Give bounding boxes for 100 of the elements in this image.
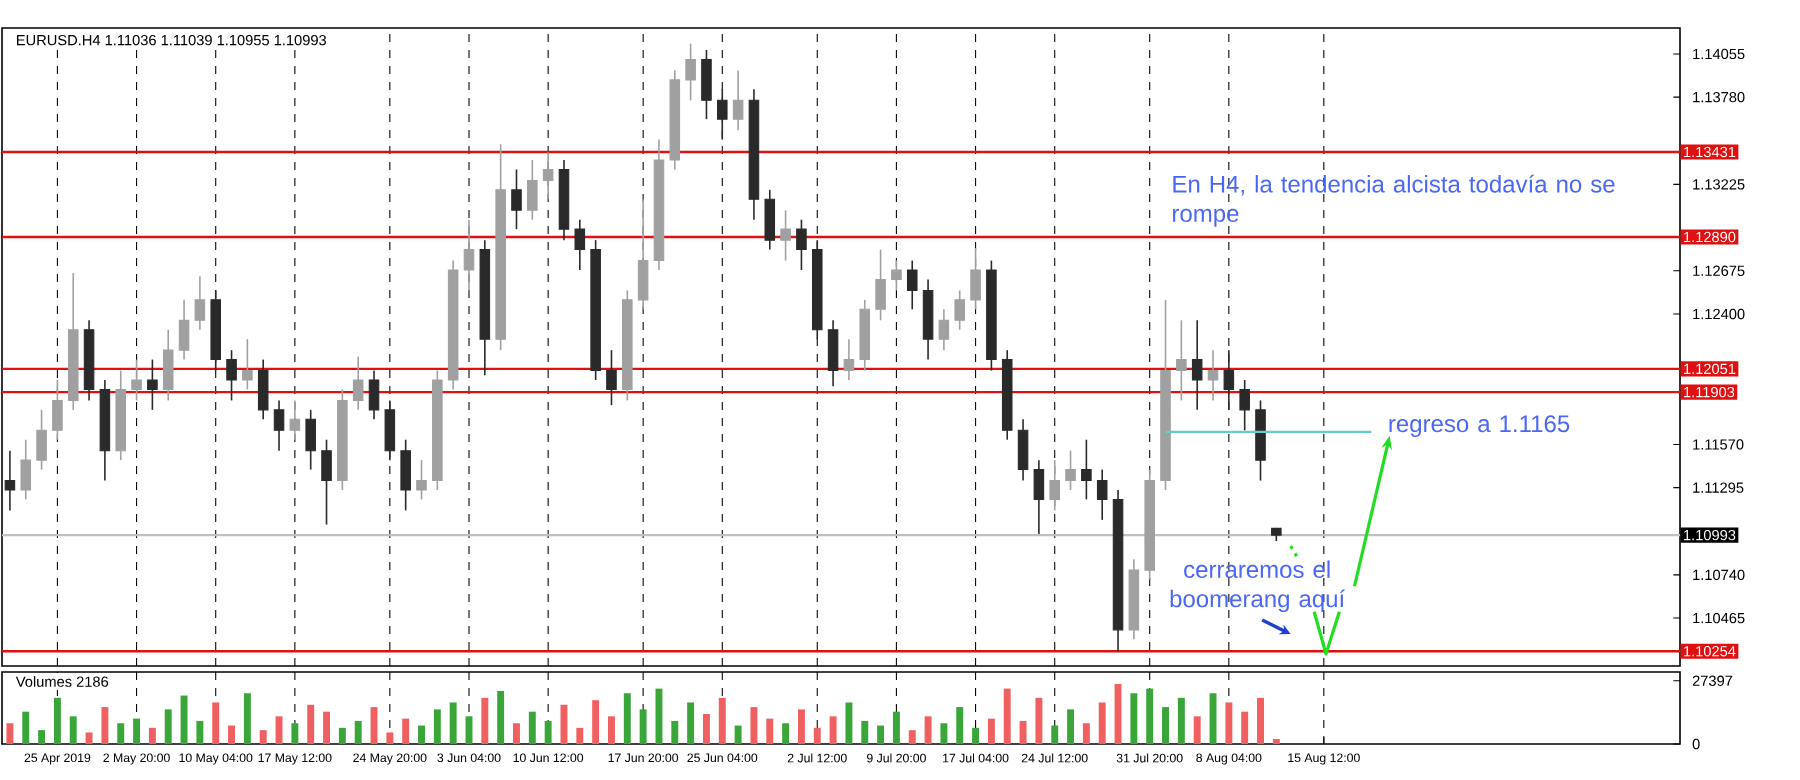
candlestick bbox=[416, 459, 427, 501]
bar bbox=[307, 704, 315, 744]
bar bbox=[497, 690, 505, 744]
candlestick bbox=[796, 218, 807, 271]
bar bbox=[291, 723, 299, 744]
bar bbox=[797, 709, 805, 744]
bar bbox=[1225, 702, 1233, 744]
candlestick bbox=[1096, 468, 1108, 521]
bar bbox=[1193, 716, 1201, 744]
candlestick bbox=[1223, 349, 1235, 411]
candlestick bbox=[875, 248, 886, 322]
candlestick bbox=[906, 259, 918, 311]
candlestick bbox=[827, 319, 839, 388]
candlestick bbox=[527, 159, 538, 221]
candlestick bbox=[685, 42, 696, 102]
candlestick bbox=[1017, 418, 1029, 482]
bar bbox=[608, 716, 615, 744]
candlestick bbox=[321, 438, 332, 526]
candlestick bbox=[542, 151, 554, 201]
bar bbox=[892, 711, 900, 744]
candlestick bbox=[732, 69, 744, 131]
candlestick bbox=[400, 438, 411, 512]
bar bbox=[639, 709, 647, 744]
candlestick bbox=[20, 438, 32, 501]
bar bbox=[1257, 697, 1264, 744]
bar bbox=[845, 702, 853, 744]
candlestick bbox=[574, 218, 586, 271]
candlestick bbox=[194, 275, 206, 331]
bar bbox=[956, 707, 964, 744]
candlestick bbox=[52, 379, 63, 441]
bar bbox=[734, 725, 742, 744]
candlestick bbox=[511, 168, 522, 230]
candlestick bbox=[1081, 438, 1092, 501]
bar bbox=[1098, 702, 1106, 744]
bar bbox=[196, 720, 204, 744]
bar bbox=[180, 695, 188, 744]
candlestick bbox=[716, 88, 728, 141]
candlestick bbox=[147, 358, 158, 411]
bar bbox=[1051, 725, 1059, 744]
candlestick bbox=[273, 399, 285, 452]
bar bbox=[592, 700, 600, 744]
bar bbox=[908, 730, 916, 744]
bar bbox=[655, 688, 663, 744]
candlestick bbox=[637, 198, 649, 311]
candlestick bbox=[4, 449, 16, 512]
candlestick bbox=[891, 259, 902, 292]
candlestick bbox=[780, 209, 791, 262]
bar bbox=[544, 720, 552, 744]
bar bbox=[38, 730, 46, 744]
bar bbox=[6, 723, 14, 744]
candlestick bbox=[131, 358, 142, 402]
candlestick bbox=[606, 349, 617, 406]
bar bbox=[813, 727, 821, 744]
bar bbox=[433, 709, 441, 744]
candlestick bbox=[384, 399, 396, 461]
candlestick bbox=[178, 299, 190, 361]
candlestick bbox=[1239, 379, 1250, 432]
bar bbox=[718, 697, 726, 744]
bar bbox=[1035, 697, 1043, 744]
bar bbox=[1162, 707, 1169, 744]
candlestick bbox=[289, 399, 301, 441]
candlestick bbox=[368, 369, 380, 421]
bar bbox=[1003, 688, 1011, 744]
bar bbox=[1130, 693, 1138, 744]
bar bbox=[1272, 738, 1280, 744]
bar bbox=[1146, 688, 1154, 744]
bar bbox=[1082, 723, 1090, 744]
candlestick bbox=[242, 338, 253, 391]
bar bbox=[687, 702, 695, 744]
candlestick bbox=[938, 308, 950, 351]
bar bbox=[338, 727, 346, 744]
candlestick bbox=[257, 358, 269, 421]
bar bbox=[750, 707, 758, 744]
bar bbox=[212, 702, 220, 744]
bar bbox=[85, 732, 93, 744]
candlestick bbox=[305, 409, 316, 471]
bar bbox=[69, 716, 77, 744]
bar bbox=[354, 720, 362, 744]
bar bbox=[1241, 711, 1249, 744]
bar bbox=[164, 709, 172, 744]
candlestick bbox=[463, 218, 475, 292]
bar bbox=[243, 693, 251, 744]
bar bbox=[481, 697, 489, 744]
bar bbox=[861, 720, 869, 744]
annotation: regreso a 1.1165 bbox=[1389, 415, 1570, 437]
bar bbox=[1019, 720, 1027, 744]
bar bbox=[702, 714, 710, 744]
bar bbox=[148, 727, 156, 744]
candlestick bbox=[1176, 319, 1187, 402]
candlestick bbox=[764, 189, 776, 251]
candlestick bbox=[843, 338, 855, 381]
candlestick bbox=[352, 355, 364, 411]
bar bbox=[133, 718, 141, 744]
bar bbox=[623, 693, 631, 744]
bar bbox=[117, 723, 125, 744]
bar bbox=[940, 723, 948, 744]
candlestick bbox=[1065, 449, 1076, 491]
bar bbox=[766, 718, 774, 744]
candlestick bbox=[1049, 459, 1060, 512]
candlestick bbox=[162, 328, 174, 402]
